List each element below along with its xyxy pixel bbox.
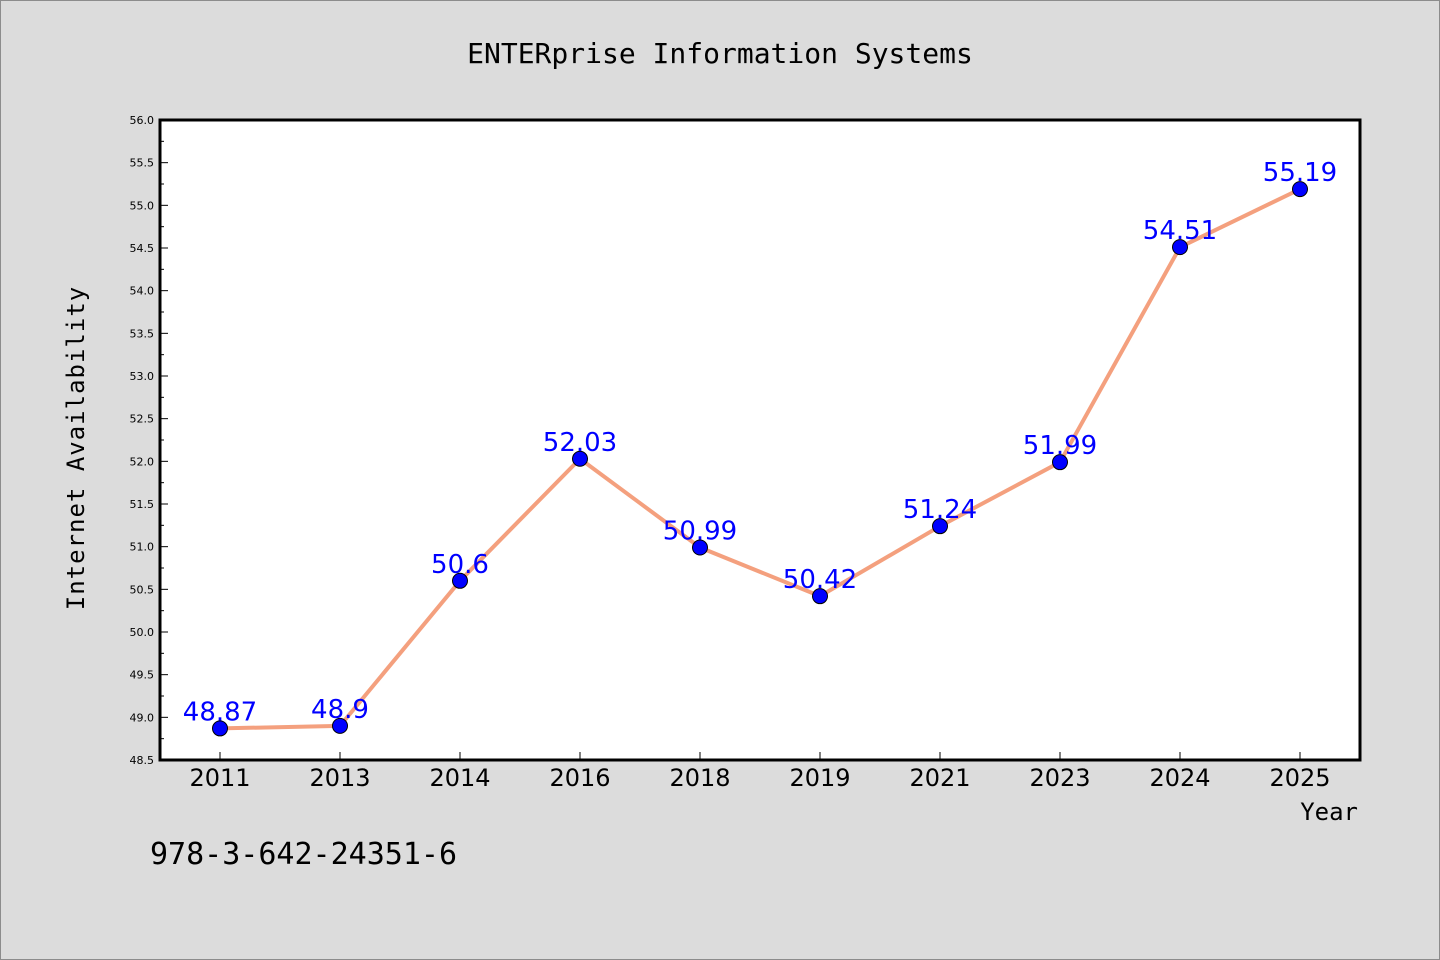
y-tick-label: 55.5	[130, 157, 155, 170]
x-tick-label: 2014	[429, 764, 490, 792]
y-tick-label: 52.5	[130, 413, 155, 426]
data-point	[452, 572, 468, 589]
y-axis: 48.5 49.0 49.5 50.0 50.5 51.0 51.5 52.0 52.5 53.0…	[130, 114, 168, 767]
series-line	[219, 187, 1301, 731]
y-tick-label: 55.0	[130, 199, 155, 212]
data-label: 50.6	[431, 550, 489, 580]
series-layer	[212, 181, 1308, 737]
data-point	[212, 720, 228, 737]
y-tick-label: 51.0	[130, 541, 155, 554]
data-point	[1292, 181, 1308, 198]
isbn-text: 978-3-642-24351-6	[150, 837, 457, 872]
x-tick-label: 2023	[1029, 764, 1090, 792]
data-label: 50.42	[783, 565, 857, 595]
y-tick-label: 56.0	[130, 114, 155, 127]
data-label: 48.9	[311, 695, 369, 725]
data-label: 50.99	[663, 517, 737, 547]
y-tick-label: 52.0	[130, 455, 155, 468]
y-tick-label: 48.5	[130, 754, 155, 767]
data-label: 48.87	[183, 697, 257, 727]
y-tick-label: 50.0	[130, 626, 155, 639]
x-tick-label: 2025	[1269, 764, 1330, 792]
y-tick-label: 49.5	[130, 669, 155, 682]
y-tick-label: 51.5	[130, 498, 155, 511]
y-tick-label: 50.5	[130, 583, 155, 596]
data-point	[932, 518, 948, 535]
x-tick-label: 2013	[309, 764, 370, 792]
data-label: 51.24	[903, 495, 977, 525]
x-axis: 2011 2013 2014 2016 2018 2019 2021 2023 2024 2025	[189, 752, 1331, 792]
y-axis-label: Internet Availability	[62, 286, 90, 610]
y-tick-label: 54.5	[130, 242, 155, 255]
x-tick-label: 2018	[669, 764, 730, 792]
data-label: 52.03	[543, 428, 617, 458]
y-tick-label: 49.0	[130, 711, 155, 724]
data-label: 54.51	[1143, 216, 1217, 246]
x-tick-label: 2024	[1149, 764, 1210, 792]
data-point	[1052, 454, 1068, 471]
x-tick-label: 2011	[189, 764, 250, 792]
data-point	[812, 588, 828, 605]
y-tick-label: 53.5	[130, 327, 155, 340]
x-tick-label: 2021	[909, 764, 970, 792]
plot-area	[158, 118, 1362, 762]
data-point	[332, 717, 348, 734]
data-point	[692, 539, 708, 556]
x-tick-label: 2016	[549, 764, 610, 792]
chart-title: ENTERprise Information Systems	[467, 37, 973, 70]
data-point	[572, 450, 588, 467]
y-tick-label: 54.0	[130, 285, 155, 298]
data-point	[1172, 239, 1188, 256]
data-label: 51.99	[1023, 431, 1097, 461]
x-axis-label: Year	[1300, 798, 1358, 826]
data-labels: 48.87 48.9 50.6 52.03 50.99 50.42 51.24 51.99 54…	[183, 158, 1337, 727]
x-tick-label: 2019	[789, 764, 850, 792]
data-label: 55.19	[1263, 158, 1337, 188]
y-tick-label: 53.0	[130, 370, 155, 383]
